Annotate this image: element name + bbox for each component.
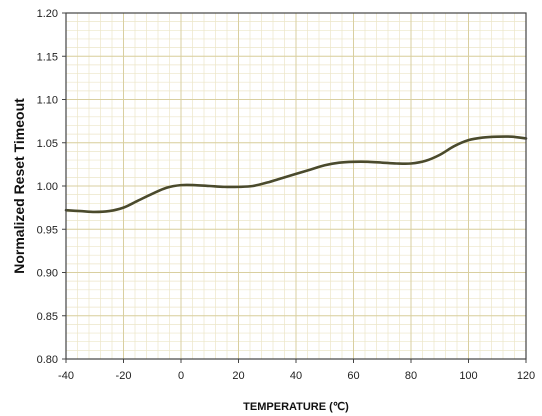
y-tick-label: 1.15 xyxy=(37,51,58,63)
x-tick-label: 80 xyxy=(405,370,417,382)
series-line xyxy=(64,135,528,214)
x-tick-label: -40 xyxy=(58,370,74,382)
y-tick-label: 1.00 xyxy=(37,181,58,193)
y-tick-label: 1.05 xyxy=(37,138,58,150)
x-axis-title: TEMPERATURE (℃) xyxy=(243,401,349,413)
x-tick-label: 40 xyxy=(290,370,302,382)
y-tick-label: 0.85 xyxy=(37,311,58,323)
y-tick-label: 0.90 xyxy=(37,268,58,280)
y-axis-ticks: 1.20 1.15 1.10 1.05 1.00 0.95 0.90 0.85 0.80 xyxy=(37,8,66,366)
y-tick-label: 0.95 xyxy=(37,224,58,236)
x-tick-label: 0 xyxy=(178,370,184,382)
y-tick-label: 1.20 xyxy=(37,8,58,20)
y-axis-title: Normalized Reset Timeout xyxy=(11,98,27,274)
x-tick-label: 20 xyxy=(232,370,244,382)
y-tick-label: 1.10 xyxy=(37,95,58,107)
x-tick-label: -20 xyxy=(116,370,132,382)
x-axis-ticks: -40 -20 0 20 40 60 80 100 120 xyxy=(58,359,535,382)
x-tick-label: 100 xyxy=(459,370,477,382)
x-tick-label: 60 xyxy=(347,370,359,382)
x-tick-label: 120 xyxy=(517,370,535,382)
y-tick-label: 0.80 xyxy=(37,354,58,366)
